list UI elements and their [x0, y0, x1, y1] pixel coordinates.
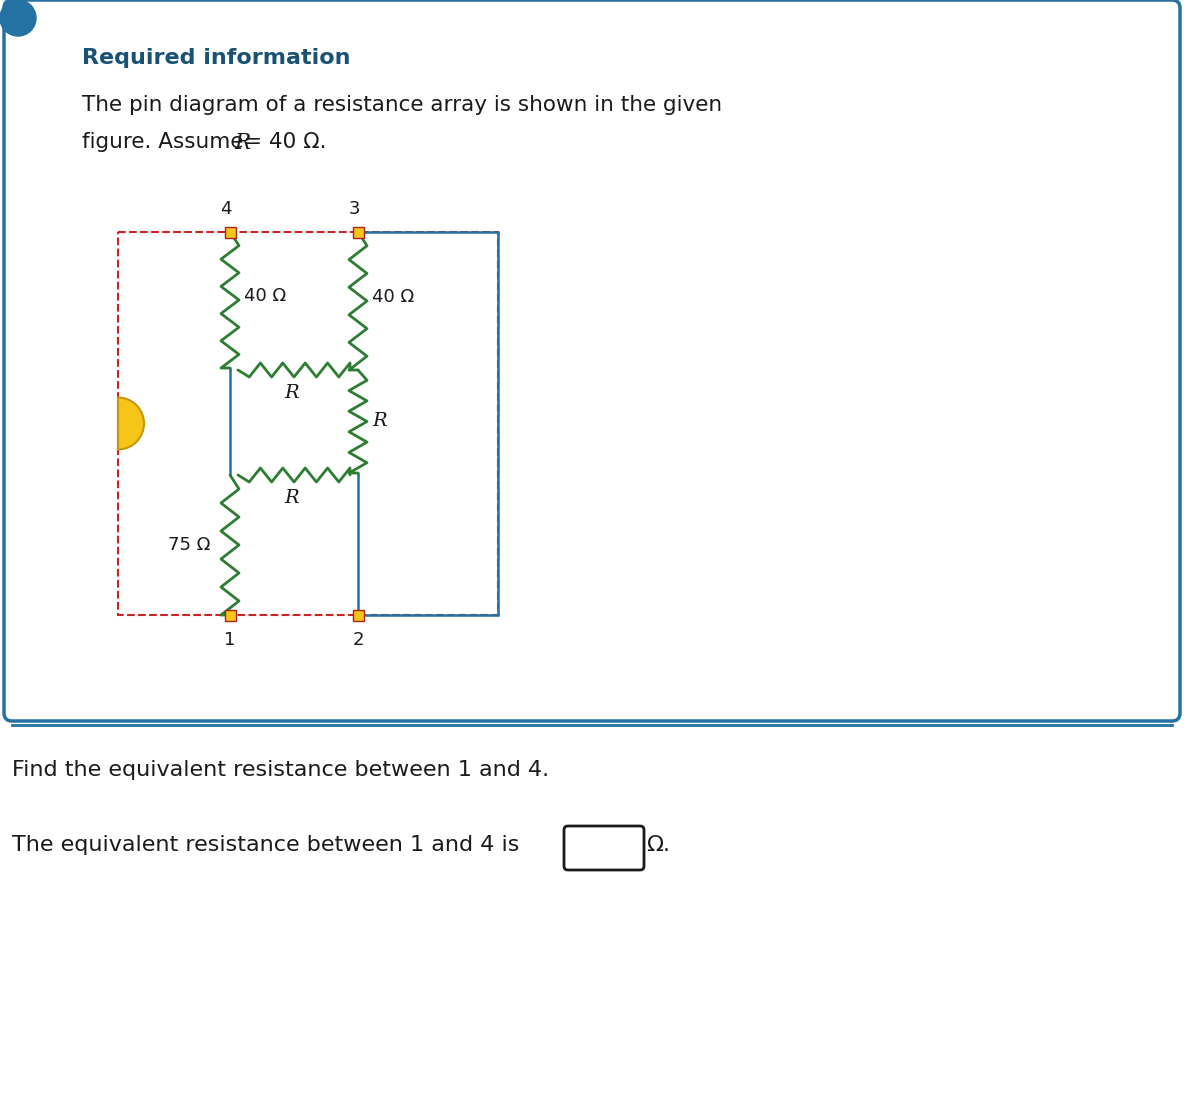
- Text: 3: 3: [348, 199, 360, 218]
- Circle shape: [0, 0, 36, 36]
- Text: R: R: [285, 489, 299, 507]
- Bar: [353, 609, 364, 620]
- Text: R: R: [234, 132, 250, 154]
- Text: = 40 Ω.: = 40 Ω.: [244, 132, 327, 152]
- Text: figure. Assume: figure. Assume: [82, 132, 250, 152]
- Text: The equivalent resistance between 1 and 4 is: The equivalent resistance between 1 and …: [12, 835, 520, 855]
- Text: The pin diagram of a resistance array is shown in the given: The pin diagram of a resistance array is…: [82, 95, 722, 115]
- FancyBboxPatch shape: [4, 0, 1180, 721]
- Wedge shape: [118, 398, 144, 450]
- Text: 2: 2: [353, 631, 364, 649]
- Text: Ω.: Ω.: [646, 835, 670, 855]
- Text: 40 Ω: 40 Ω: [372, 288, 414, 306]
- Bar: [224, 609, 236, 620]
- Text: R: R: [285, 383, 299, 402]
- Text: Find the equivalent resistance between 1 and 4.: Find the equivalent resistance between 1…: [12, 760, 550, 780]
- Bar: [118, 233, 498, 615]
- FancyBboxPatch shape: [564, 826, 644, 869]
- Text: Required information: Required information: [82, 48, 350, 68]
- Text: 40 Ω: 40 Ω: [244, 287, 286, 305]
- Text: 1: 1: [224, 631, 236, 649]
- Bar: [224, 227, 236, 238]
- Text: R: R: [372, 412, 386, 431]
- Text: 75 Ω: 75 Ω: [168, 536, 210, 554]
- Bar: [353, 227, 364, 238]
- Text: 4: 4: [221, 199, 231, 218]
